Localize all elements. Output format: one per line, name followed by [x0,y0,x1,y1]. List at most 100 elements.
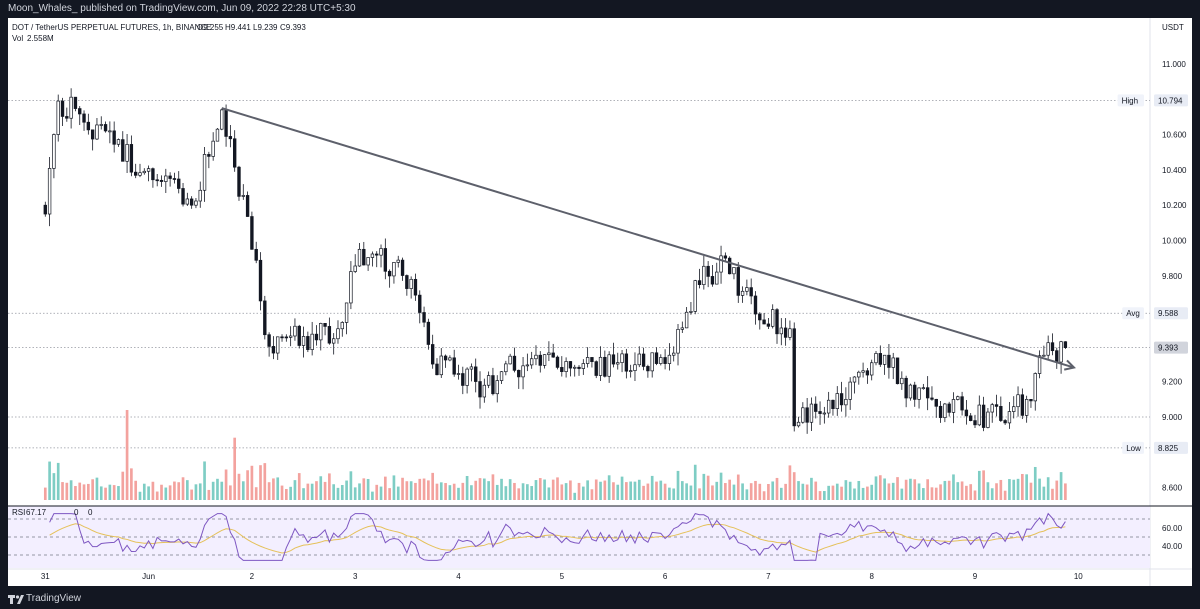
volume-bar [263,463,267,500]
candle-body [452,357,456,375]
volume-bar [259,465,262,500]
volume-bar [272,478,275,500]
candle-body [560,367,564,372]
candle-body [82,113,86,123]
volume-bar [173,481,176,500]
candle-body [189,198,194,206]
candle-body [43,204,47,215]
candle-body [73,96,78,109]
candle-body [981,404,986,428]
volume-bar [629,481,633,500]
volume-bar [190,489,193,500]
volume-bar [870,484,874,500]
candle-body [422,312,426,323]
candle-body [517,369,521,378]
price-label-name: High [1122,96,1138,105]
volume-bar [883,478,886,500]
volume-bar [547,487,551,500]
volume-bar [396,486,400,500]
candle-body [95,124,99,140]
candle-body [151,168,155,181]
candle-body [529,358,534,366]
candle-body [710,276,715,285]
candle-body [353,265,357,272]
volume-bar [198,483,202,500]
volume-bar [461,482,465,500]
volume-bar [168,485,172,500]
volume-bar [1051,488,1054,500]
candle-body [129,144,134,173]
candle-body [783,327,788,338]
candle-body [1063,341,1068,348]
candle-body [969,415,973,421]
price-label-value: 9.588 [1158,309,1179,318]
volume-bar [457,487,460,500]
volume-bar [332,484,336,500]
candles [43,88,1068,434]
volume-bar [857,480,861,500]
candle-body [900,377,904,385]
candle-body [456,373,461,375]
volume-bar [758,483,762,500]
volume-bar [685,483,688,500]
candle-body [568,361,573,369]
candle-body [125,144,129,162]
candle-body [504,363,508,373]
volume-bar [112,485,116,500]
y-tick-label: 10.600 [1162,131,1187,140]
volume-bar [995,483,998,500]
volume-bar [319,476,323,500]
y-tick-label: 10.200 [1162,201,1187,210]
volume-bar [728,479,731,500]
volume-bar [439,482,443,500]
candle-body [628,370,633,372]
volume-bar [668,487,671,500]
candle-body [857,371,861,378]
candle-body [633,364,637,371]
rsi-value: 67.17 [26,508,47,517]
volume-bar [405,481,409,500]
candle-body [448,357,452,361]
volume-bar [353,487,357,500]
volume-bar [848,481,852,500]
candle-body [284,336,289,339]
candle-body [715,271,719,285]
volume-bar [134,480,138,500]
candle-body [865,370,870,376]
volume-bar [831,485,835,500]
candle-body [202,154,207,191]
candle-body [624,353,629,372]
candle-body [237,166,241,197]
x-tick-label: 9 [973,572,978,581]
candle-body [327,326,332,344]
volume-bar [646,483,650,500]
candle-body [913,384,917,400]
volume-bar [78,482,82,500]
candle-body [211,140,215,157]
price-chart[interactable]: 60.00 40.00 RSI 67.17 0 0 11.000 10.600 10.400 1… [8,18,1192,586]
volume-bar [289,486,292,500]
candle-body [474,366,478,382]
candle-body [469,366,474,370]
candle-body [69,96,73,119]
volume-bar [754,480,757,500]
volume-bar [254,487,258,500]
volume-bar [87,483,90,500]
volume-bar [801,483,805,500]
volume-bar [900,488,904,500]
volume-bar [706,475,710,500]
candle-body [439,355,443,376]
volume-bar [315,481,318,500]
volume-bar [715,481,719,500]
chart-area[interactable]: 60.00 40.00 RSI 67.17 0 0 11.000 10.600 10.400 1… [8,18,1192,586]
candle-body [56,100,60,135]
volume-bar [482,478,486,500]
price-label-name-bg [1122,307,1144,320]
candle-body [672,352,676,356]
candle-body [525,364,530,367]
volume-bar [1008,479,1011,500]
volume-bar [125,410,129,500]
price-axis-bg [1150,18,1192,586]
price-label-value-bg [1154,341,1188,354]
